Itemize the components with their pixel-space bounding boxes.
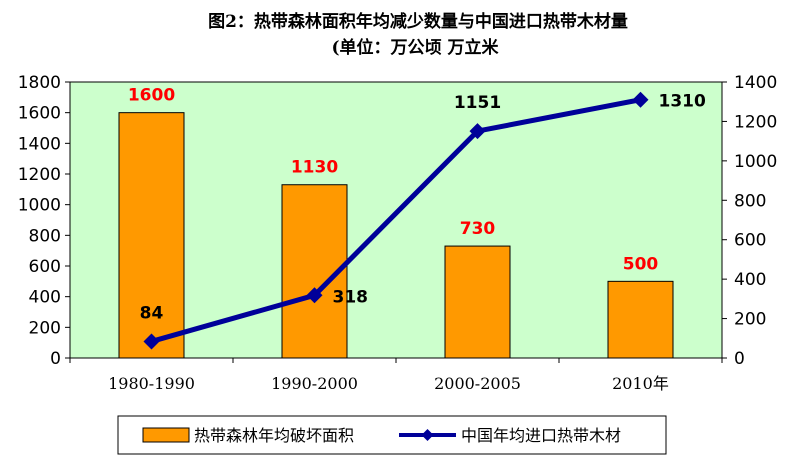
left-axis-tick-label: 800 <box>29 226 61 246</box>
legend: 热带森林年均破坏面积 中国年均进口热带木材 <box>117 415 667 455</box>
left-axis-tick-label: 400 <box>29 288 61 308</box>
legend-bar-swatch <box>142 427 190 443</box>
line-value-label: 84 <box>140 303 164 323</box>
line-series: 84 318 1151 1310 <box>140 91 706 350</box>
left-axis-tick-label: 600 <box>29 257 61 277</box>
right-axis-tick-label: 1000 <box>734 152 777 172</box>
line-marker <box>469 123 486 140</box>
bar-value-label: 730 <box>460 219 496 239</box>
line-marker <box>306 287 323 304</box>
line-marker <box>632 91 649 108</box>
category-label: 1990-2000 <box>271 374 358 393</box>
left-axis-tick-label: 1200 <box>18 165 61 185</box>
left-axis-tick-label: 1000 <box>18 196 61 216</box>
bar-value-label: 1600 <box>128 86 175 106</box>
bar-series: 1600 1130 730 500 <box>118 86 674 359</box>
category-axis: 1980-1990 1990-2000 2000-2005 2010年 <box>69 358 723 393</box>
left-axis: 0 200 400 600 800 1000 1200 1400 1600 1800 <box>18 73 70 369</box>
right-axis-tick-label: 400 <box>734 270 766 290</box>
legend-bar-label: 热带森林年均破坏面积 <box>194 426 354 445</box>
legend-box <box>117 415 667 455</box>
left-axis-tick-label: 1400 <box>18 134 61 154</box>
right-axis-tick-label: 1200 <box>734 112 777 132</box>
bar <box>607 280 674 359</box>
right-axis-tick-label: 800 <box>734 191 766 211</box>
line-value-label: 1310 <box>659 92 706 112</box>
category-label: 2010年 <box>612 374 669 393</box>
bar <box>444 245 511 359</box>
line-path <box>150 97 641 344</box>
line-marker <box>143 333 160 350</box>
right-axis-tick-label: 200 <box>734 310 766 330</box>
right-axis-tick-label: 1400 <box>734 73 777 93</box>
legend-line-label: 中国年均进口热带木材 <box>461 426 621 445</box>
left-axis-tick-label: 1800 <box>18 73 61 93</box>
chart-title: 图2：热带森林面积年均减少数量与中国进口热带木材量 <box>208 11 628 32</box>
right-axis-tick-label: 600 <box>734 231 766 251</box>
left-axis-tick-label: 0 <box>50 349 61 369</box>
bar <box>118 112 185 359</box>
category-label: 1980-1990 <box>108 374 195 393</box>
chart-subtitle: (单位：万公顷 万立米 <box>332 37 500 58</box>
category-label: 2000-2005 <box>434 374 521 393</box>
right-axis-tick-label: 0 <box>734 349 745 369</box>
right-axis: 0 200 400 600 800 1000 1200 1400 <box>722 73 777 369</box>
legend-line-marker <box>421 429 434 441</box>
bar-value-label: 500 <box>623 254 659 274</box>
left-axis-tick-label: 1600 <box>18 104 61 124</box>
line-value-label: 1151 <box>454 93 501 113</box>
bar-value-label: 1130 <box>291 158 338 178</box>
line-value-label: 318 <box>333 287 369 307</box>
left-axis-tick-label: 200 <box>29 318 61 338</box>
